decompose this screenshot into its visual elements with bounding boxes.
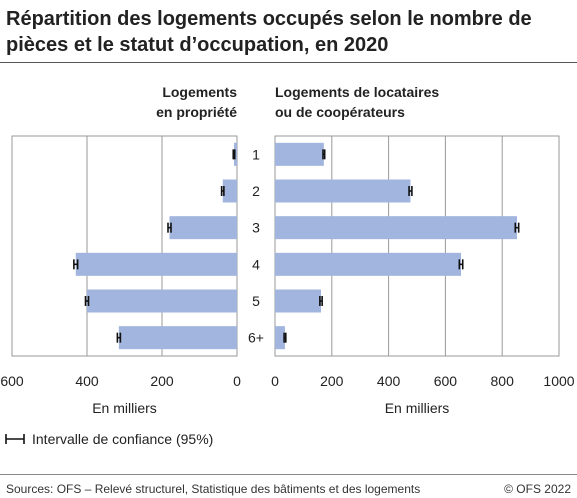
category-label-2: 2: [252, 183, 260, 199]
tenant-bar-5: [275, 289, 322, 313]
owner-tick-label-0: 0: [233, 373, 241, 389]
owner-ci-2: [220, 186, 225, 196]
owner-ci-1: [232, 149, 236, 160]
chart-title: Répartition des logements occupés selon …: [6, 8, 532, 56]
tenant-tick-label-400: 400: [377, 373, 401, 389]
tenant-panel-title-line-2: ou de coopérateurs: [275, 104, 405, 120]
legend-ci-label: Intervalle de confiance (95%): [32, 431, 213, 447]
owner-bar-4: [75, 252, 237, 276]
tenant-tick-label-800: 800: [491, 373, 515, 389]
owner-ci-6+: [116, 332, 122, 343]
owner-bar-6+: [118, 326, 237, 350]
tenant-bar-2: [275, 179, 411, 203]
tenant-ci-6+: [283, 332, 287, 343]
tenant-bar-1: [275, 142, 324, 166]
tenant-tick-label-200: 200: [320, 373, 344, 389]
owner-bar-3: [169, 216, 237, 240]
owner-plot-frame: [11, 135, 238, 357]
owner-tick-label-400: 400: [75, 373, 99, 389]
tenant-tick-label-1000: 1000: [543, 373, 574, 389]
category-label-1: 1: [252, 146, 260, 162]
tenant-ci-1: [322, 149, 326, 160]
tenant-bar-4: [275, 252, 462, 276]
tenant-ci-3: [514, 222, 520, 233]
owner-bar-5: [87, 289, 237, 313]
footer-divider: [0, 474, 577, 475]
copyright: © OFS 2022: [504, 482, 571, 496]
category-label-6+: 6+: [248, 330, 264, 346]
tenant-tick-label-600: 600: [434, 373, 458, 389]
category-label-3: 3: [252, 220, 260, 236]
tenant-plot-frame: [274, 135, 560, 357]
owner-panel-title-line-1: Logements: [162, 84, 237, 100]
legend-ci-icon: [5, 434, 25, 444]
tenant-tick-label-0: 0: [271, 373, 279, 389]
owner-tick-label-600: 600: [0, 373, 24, 389]
chart-canvas: 1 2 3 4 5 6+ 0 200 400 600 En milliers Logements en …: [0, 84, 574, 447]
owner-bar-2: [222, 179, 237, 203]
tenant-panel-title-line-1: Logements de locataires: [275, 84, 439, 100]
category-label-4: 4: [252, 256, 260, 272]
tenant-bar-6+: [275, 326, 285, 350]
tenant-ci-5: [319, 296, 323, 306]
owner-ci-3: [167, 222, 172, 233]
owner-axis-label: En milliers: [92, 400, 157, 416]
tenant-ci-4: [458, 259, 464, 270]
tenant-bar-3: [275, 216, 517, 240]
owner-panel-title-line-2: en propriété: [156, 104, 237, 120]
source-note: Sources: OFS – Relevé structurel, Statis…: [6, 482, 421, 496]
tenant-ci-2: [408, 186, 413, 196]
title-divider: [0, 62, 577, 63]
category-label-5: 5: [252, 293, 260, 309]
owner-ci-4: [73, 259, 79, 270]
tenant-axis-label: En milliers: [385, 400, 450, 416]
owner-ci-5: [84, 296, 90, 306]
owner-tick-label-200: 200: [150, 373, 174, 389]
